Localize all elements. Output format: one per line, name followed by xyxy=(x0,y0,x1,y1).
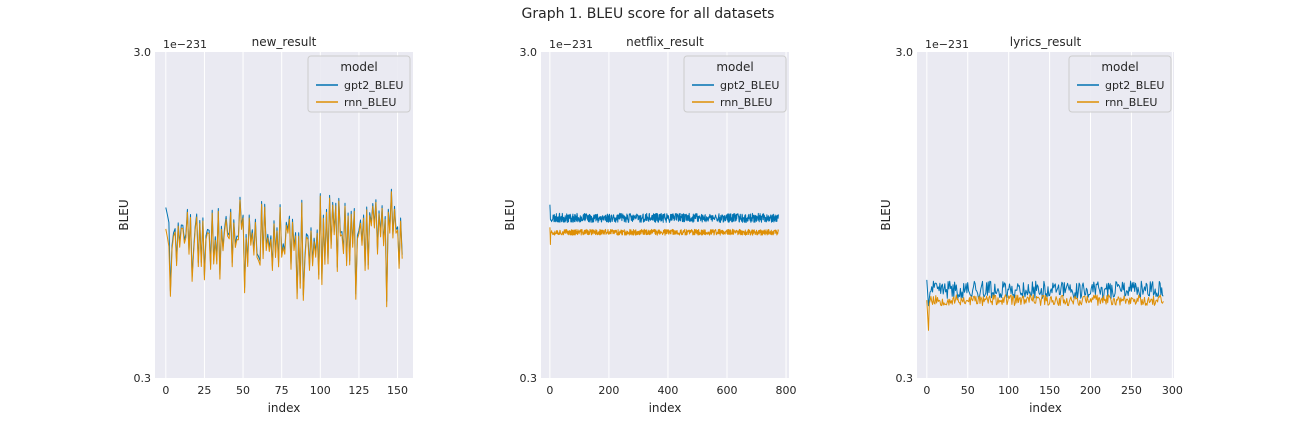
legend-entry-label: rnn_BLEU xyxy=(1105,96,1157,109)
legend-box xyxy=(1068,55,1172,113)
series-line-gpt2_BLEU xyxy=(926,279,1164,307)
y-tick-label: 3.0 xyxy=(134,46,152,59)
x-tick-label: 0 xyxy=(923,384,930,397)
x-tick-label: 150 xyxy=(387,384,408,397)
x-tick-label: 300 xyxy=(1162,384,1183,397)
y-axis-label: BLEU xyxy=(117,199,131,230)
legend-box xyxy=(307,55,411,113)
legend-entry-label: gpt2_BLEU xyxy=(720,79,779,92)
y-tick-label: 0.3 xyxy=(134,372,152,385)
x-tick-label: 0 xyxy=(162,384,169,397)
legend-title: model xyxy=(340,60,377,74)
legend-title: model xyxy=(1101,60,1138,74)
x-axis-label: index xyxy=(268,401,301,415)
x-tick-label: 25 xyxy=(197,384,211,397)
x-axis-label: index xyxy=(649,401,682,415)
x-tick-label: 125 xyxy=(348,384,369,397)
x-tick-label: 800 xyxy=(776,384,797,397)
legend-entry-label: rnn_BLEU xyxy=(344,96,396,109)
figure-title: Graph 1. BLEU score for all datasets xyxy=(521,6,775,22)
series-line-rnn_BLEU xyxy=(926,294,1164,331)
y-tick-label: 0.3 xyxy=(520,372,538,385)
x-tick-label: 200 xyxy=(1080,384,1101,397)
legend-entry-label: rnn_BLEU xyxy=(720,96,772,109)
x-tick-label: 0 xyxy=(546,384,553,397)
chart-title: lyrics_result xyxy=(1010,35,1082,49)
x-tick-label: 200 xyxy=(598,384,619,397)
x-tick-label: 50 xyxy=(236,384,250,397)
y-tick-label: 3.0 xyxy=(896,46,914,59)
x-tick-label: 250 xyxy=(1121,384,1142,397)
chart-title: new_result xyxy=(252,35,317,49)
y-tick-label: 0.3 xyxy=(896,372,914,385)
x-tick-label: 150 xyxy=(1039,384,1060,397)
series-line-rnn_BLEU xyxy=(165,191,403,308)
x-tick-label: 600 xyxy=(717,384,738,397)
y-offset-text: 1e−231 xyxy=(163,38,207,51)
y-offset-text: 1e−231 xyxy=(549,38,593,51)
series-line-gpt2_BLEU xyxy=(549,204,779,223)
chart-panel-3: 0 50 100 150 200 250 300 3.0 0.3 1e−231 lyrics_res… xyxy=(879,35,1183,415)
y-tick-label: 3.0 xyxy=(520,46,538,59)
legend-title: model xyxy=(716,60,753,74)
x-axis-label: index xyxy=(1029,401,1062,415)
legend: model gpt2_BLEU rnn_BLEU xyxy=(683,55,787,113)
x-tick-label: 50 xyxy=(961,384,975,397)
chart-panel-2: 0 200 400 600 800 3.0 0.3 1e−231 netflix_resulti… xyxy=(503,35,797,415)
x-tick-label: 75 xyxy=(275,384,289,397)
chart-title: netflix_result xyxy=(626,35,704,49)
series-line-rnn_BLEU xyxy=(549,227,779,245)
legend-entry-label: gpt2_BLEU xyxy=(1105,79,1164,92)
x-tick-label: 100 xyxy=(310,384,331,397)
x-tick-label: 400 xyxy=(657,384,678,397)
legend-box xyxy=(683,55,787,113)
y-axis-label: BLEU xyxy=(879,199,893,230)
legend: model gpt2_BLEU rnn_BLEU xyxy=(1068,55,1172,113)
chart-panel-1: 0 25 50 75 100 125 150 3.0 0.3 1e−231 new_resultin… xyxy=(117,35,413,415)
x-tick-label: 100 xyxy=(998,384,1019,397)
legend-entry-label: gpt2_BLEU xyxy=(344,79,403,92)
y-axis-label: BLEU xyxy=(503,199,517,230)
legend: model gpt2_BLEU rnn_BLEU xyxy=(307,55,411,113)
y-offset-text: 1e−231 xyxy=(925,38,969,51)
